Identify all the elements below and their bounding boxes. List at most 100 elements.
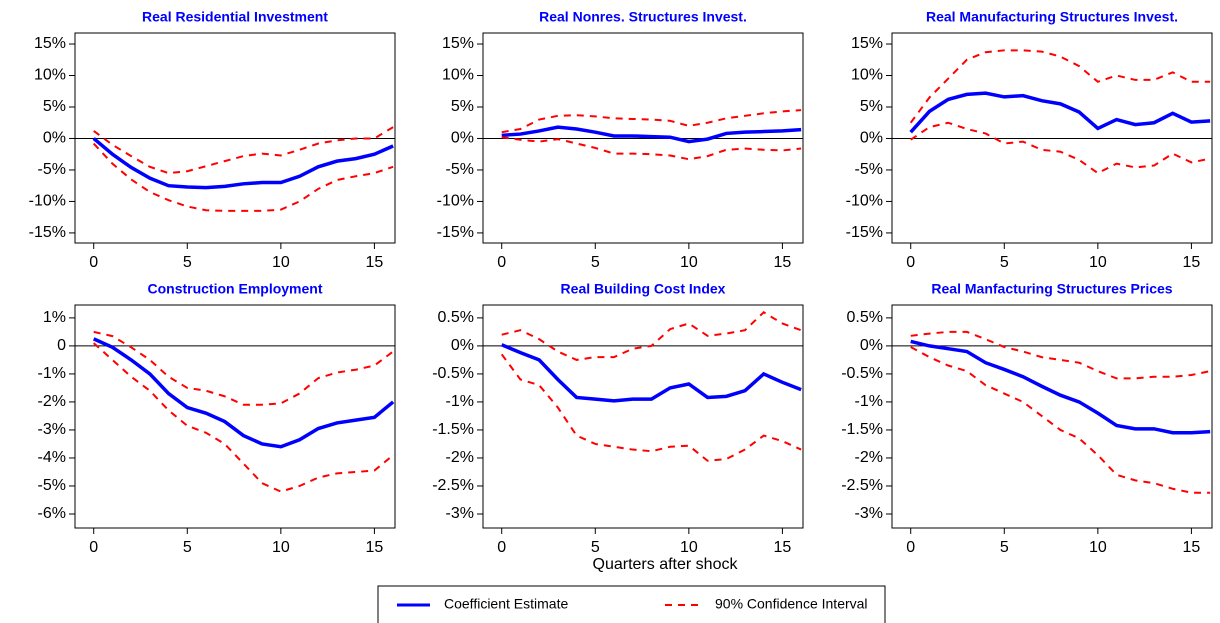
panel-title: Real Building Cost Index: [561, 281, 726, 297]
x-tick-label: 0: [497, 254, 506, 271]
panel-title: Construction Employment: [147, 281, 322, 297]
x-tick-label: 5: [591, 539, 600, 556]
confidence-line: [93, 342, 394, 493]
y-tick-label: -3%: [446, 505, 474, 522]
y-tick-label: -10%: [29, 193, 66, 210]
y-tick-label: -10%: [846, 193, 883, 210]
y-tick-label: -0.5%: [841, 365, 883, 382]
y-tick-label: -3%: [855, 505, 883, 522]
x-tick-label: 0: [89, 539, 98, 556]
x-tick-label: 5: [183, 539, 192, 556]
y-tick-label: 0%: [451, 337, 474, 354]
y-tick-label: 15%: [34, 35, 66, 52]
y-tick-label: 15%: [851, 35, 883, 52]
y-tick-label: -0.5%: [432, 365, 474, 382]
y-tick-label: 0%: [860, 130, 883, 147]
y-tick-label: -5%: [446, 161, 474, 178]
y-tick-label: -2.5%: [432, 477, 474, 494]
panel-title: Real Manfacturing Structures Prices: [931, 281, 1172, 297]
y-tick-label: 0: [57, 337, 66, 354]
y-tick-label: 0.5%: [847, 309, 883, 326]
y-tick-label: 5%: [43, 98, 66, 115]
x-tick-label: 15: [774, 539, 792, 556]
x-tick-label: 5: [183, 254, 192, 271]
y-tick-label: -2%: [446, 449, 474, 466]
confidence-line: [501, 136, 802, 161]
x-tick-label: 15: [366, 539, 384, 556]
x-tick-label: 10: [272, 254, 290, 271]
x-tick-label: 10: [272, 539, 290, 556]
x-tick-label: 0: [497, 539, 506, 556]
y-tick-label: -4%: [38, 449, 66, 466]
y-tick-label: 1%: [43, 309, 66, 326]
legend-label: Coefficient Estimate: [444, 596, 568, 612]
y-tick-label: -15%: [846, 224, 883, 241]
confidence-line: [92, 142, 394, 212]
y-tick-label: 0.5%: [438, 309, 474, 326]
confidence-line: [501, 311, 802, 361]
x-tick-label: 15: [1183, 254, 1201, 271]
y-tick-label: -5%: [855, 161, 883, 178]
y-tick-label: 10%: [34, 67, 66, 84]
x-tick-label: 15: [1183, 539, 1201, 556]
y-tick-label: -2%: [38, 393, 66, 410]
estimate-line: [92, 337, 395, 449]
y-tick-label: -1%: [855, 393, 883, 410]
x-tick-label: 10: [1089, 539, 1107, 556]
confidence-line: [501, 109, 802, 134]
x-tick-label: 15: [366, 254, 384, 271]
confidence-line: [910, 346, 1211, 494]
y-tick-label: 0%: [860, 337, 883, 354]
estimate-line: [92, 137, 394, 190]
y-tick-label: -15%: [29, 224, 66, 241]
y-tick-label: -5%: [38, 161, 66, 178]
panel-title: Real Manufacturing Structures Invest.: [926, 9, 1178, 25]
y-tick-label: -1%: [38, 365, 66, 382]
y-tick-label: -6%: [38, 505, 66, 522]
y-tick-label: 0%: [451, 130, 474, 147]
plot-frame: [891, 304, 1213, 529]
x-tick-label: 0: [906, 254, 915, 271]
confidence-line: [93, 126, 394, 175]
estimate-line: [501, 125, 802, 144]
x-tick-label: 5: [591, 254, 600, 271]
x-tick-label: 10: [680, 539, 698, 556]
estimate-line: [909, 91, 1211, 134]
confidence-line: [910, 121, 1211, 175]
confidence-line: [500, 353, 802, 462]
x-tick-label: 0: [89, 254, 98, 271]
y-tick-label: -1%: [446, 393, 474, 410]
x-tick-label: 0: [906, 539, 915, 556]
y-tick-label: -2.5%: [841, 477, 883, 494]
y-tick-label: -1.5%: [841, 421, 883, 438]
plot-frame: [74, 304, 396, 529]
x-tick-label: 15: [774, 254, 792, 271]
y-tick-label: -5%: [38, 477, 66, 494]
legend-label: 90% Confidence Interval: [715, 596, 868, 612]
x-tick-label: 5: [1000, 254, 1009, 271]
confidence-line: [910, 330, 1211, 380]
panel-title: Real Nonres. Structures Invest.: [539, 9, 747, 25]
legend-box: [377, 585, 886, 623]
estimate-line: [910, 339, 1211, 435]
confidence-line: [909, 49, 1211, 124]
y-tick-label: -10%: [437, 193, 474, 210]
plot-frame: [482, 304, 804, 529]
estimate-line: [501, 343, 802, 403]
y-tick-label: 5%: [451, 98, 474, 115]
x-tick-label: 10: [1089, 254, 1107, 271]
x-axis-label: Quarters after shock: [593, 556, 739, 573]
y-tick-label: 10%: [442, 67, 474, 84]
y-tick-label: -1.5%: [432, 421, 474, 438]
y-tick-label: -2%: [855, 449, 883, 466]
y-tick-label: 5%: [860, 98, 883, 115]
panel-title: Real Residential Investment: [142, 9, 328, 25]
y-tick-label: 15%: [442, 35, 474, 52]
y-tick-label: -3%: [38, 421, 66, 438]
x-tick-label: 10: [680, 254, 698, 271]
y-tick-label: 10%: [851, 67, 883, 84]
y-tick-label: -15%: [437, 224, 474, 241]
x-tick-label: 5: [1000, 539, 1009, 556]
confidence-line: [93, 330, 394, 406]
